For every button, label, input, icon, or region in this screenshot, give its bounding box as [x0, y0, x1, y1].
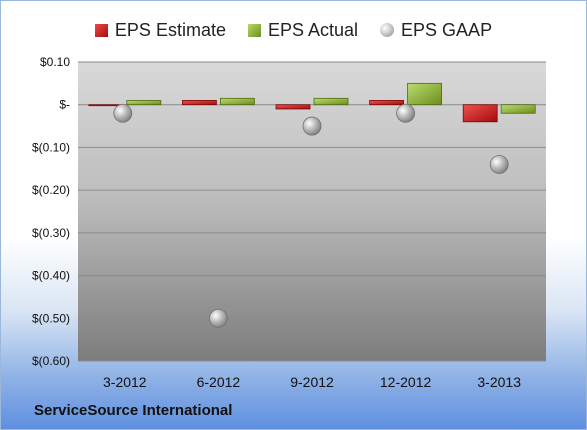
- y-axis-ticks: $0.10 $- $(0.10) $(0.20) $(0.30) $(0.40) $(0.5…: [32, 55, 70, 368]
- estimate-bar: [462, 104, 498, 123]
- legend-item-actual: EPS Actual: [247, 19, 359, 41]
- y-tick-label: $0.10: [40, 55, 70, 69]
- y-tick-label: $(0.60): [32, 354, 70, 368]
- x-tick-label: 6-2012: [197, 374, 241, 390]
- y-tick-label: $(0.30): [32, 226, 70, 240]
- gaap-point: [208, 308, 228, 328]
- y-tick-label: $(0.20): [32, 183, 70, 197]
- bars: [88, 82, 536, 123]
- y-tick-label: $(0.10): [32, 140, 70, 154]
- legend-swatch-actual: [247, 23, 261, 37]
- actual-bar: [219, 97, 255, 106]
- actual-bar: [313, 97, 349, 106]
- legend-item-gaap: EPS GAAP: [380, 20, 492, 41]
- legend-swatch-estimate: [94, 23, 108, 37]
- legend-label-gaap: EPS GAAP: [401, 19, 493, 40]
- gaap-point: [113, 103, 133, 123]
- gaap-point: [302, 116, 322, 136]
- x-tick-label: 3-2013: [477, 374, 521, 390]
- legend-label-actual: EPS Actual: [267, 19, 359, 40]
- x-tick-label: 9-2012: [290, 374, 334, 390]
- y-tick-label: $(0.40): [32, 269, 70, 283]
- x-tick-label: 3-2012: [103, 374, 147, 390]
- estimate-bar: [369, 100, 405, 106]
- y-tick-label: $-: [59, 98, 70, 112]
- legend: EPS Estimate EPS Actual EPS GAAP: [1, 17, 586, 43]
- actual-bar: [126, 100, 162, 106]
- gaap-point: [489, 155, 509, 174]
- x-tick-label: 12-2012: [380, 374, 432, 390]
- legend-item-estimate: EPS Estimate: [94, 19, 226, 41]
- estimate-bar: [181, 100, 217, 106]
- gaap-point: [396, 103, 416, 123]
- company-name: ServiceSource International: [34, 402, 233, 419]
- estimate-bar: [275, 104, 311, 110]
- legend-swatch-gaap: [380, 23, 395, 37]
- y-tick-label: $(0.50): [32, 311, 70, 325]
- gaap-points: [113, 103, 509, 328]
- actual-bar: [407, 82, 443, 106]
- legend-label-estimate: EPS Estimate: [114, 19, 226, 40]
- actual-bar: [500, 104, 536, 114]
- x-axis-ticks: 3-2012 6-2012 9-2012 12-2012 3-2013: [103, 374, 521, 390]
